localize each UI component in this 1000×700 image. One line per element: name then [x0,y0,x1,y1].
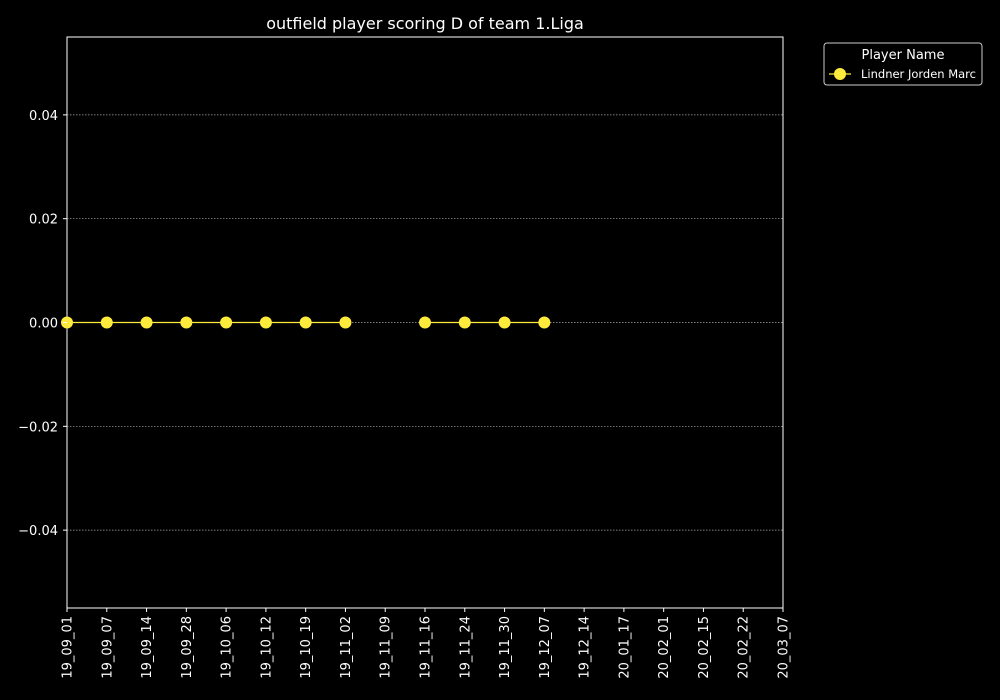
chart-title: outfield player scoring D of team 1.Liga [266,14,584,33]
x-tick-label: 19_09_01 [61,616,76,679]
legend: Player Name Lindner Jorden Marc [823,42,983,86]
y-tick-label: −0.02 [18,420,58,435]
x-tick-label: 19_11_16 [419,616,434,679]
x-tick-label: 19_11_09 [379,616,394,679]
y-tick-label: 0.02 [29,213,58,228]
legend-marker [834,68,846,80]
x-tick-label: 20_03_07 [777,616,792,679]
x-tick-label: 19_09_07 [100,616,115,679]
data-point [538,316,551,329]
y-tick-label: 0.04 [29,109,58,124]
x-tick-label: 19_11_24 [458,616,473,679]
data-point [498,316,511,329]
x-tick-label: 19_09_28 [180,616,195,679]
x-tick-label: 20_02_01 [657,616,672,679]
y-tick-label: 0.00 [29,317,58,332]
data-point [140,316,153,329]
y-axis: −0.04 −0.02 0.00 0.02 0.04 [18,109,67,539]
legend-label: Lindner Jorden Marc [861,67,976,81]
data-point [259,316,272,329]
data-point [339,316,352,329]
x-tick-label: 20_02_22 [737,616,752,679]
x-tick-label: 19_10_19 [299,616,314,679]
x-tick-label: 19_09_14 [140,616,155,679]
x-tick-label: 20_02_15 [697,616,712,679]
series-layer [61,316,551,329]
data-point [419,316,431,329]
data-point [220,316,233,329]
x-tick-label: 19_11_30 [498,616,513,679]
data-point [100,316,113,329]
x-tick-label: 20_01_17 [617,616,632,679]
x-tick-label: 19_12_14 [578,616,593,679]
x-axis: 19_09_01 19_09_07 19_09_14 19_09_28 19_10_06… [61,608,792,679]
legend-box [823,42,983,86]
x-tick-label: 19_11_02 [339,616,354,679]
x-tick-label: 19_10_06 [220,616,235,679]
y-tick-label: −0.04 [18,524,58,539]
legend-title: Player Name [862,48,945,63]
data-point [458,316,471,329]
x-tick-label: 19_10_12 [259,616,274,679]
data-point [299,316,312,329]
x-tick-label: 19_12_07 [538,616,553,679]
data-point [180,316,193,329]
